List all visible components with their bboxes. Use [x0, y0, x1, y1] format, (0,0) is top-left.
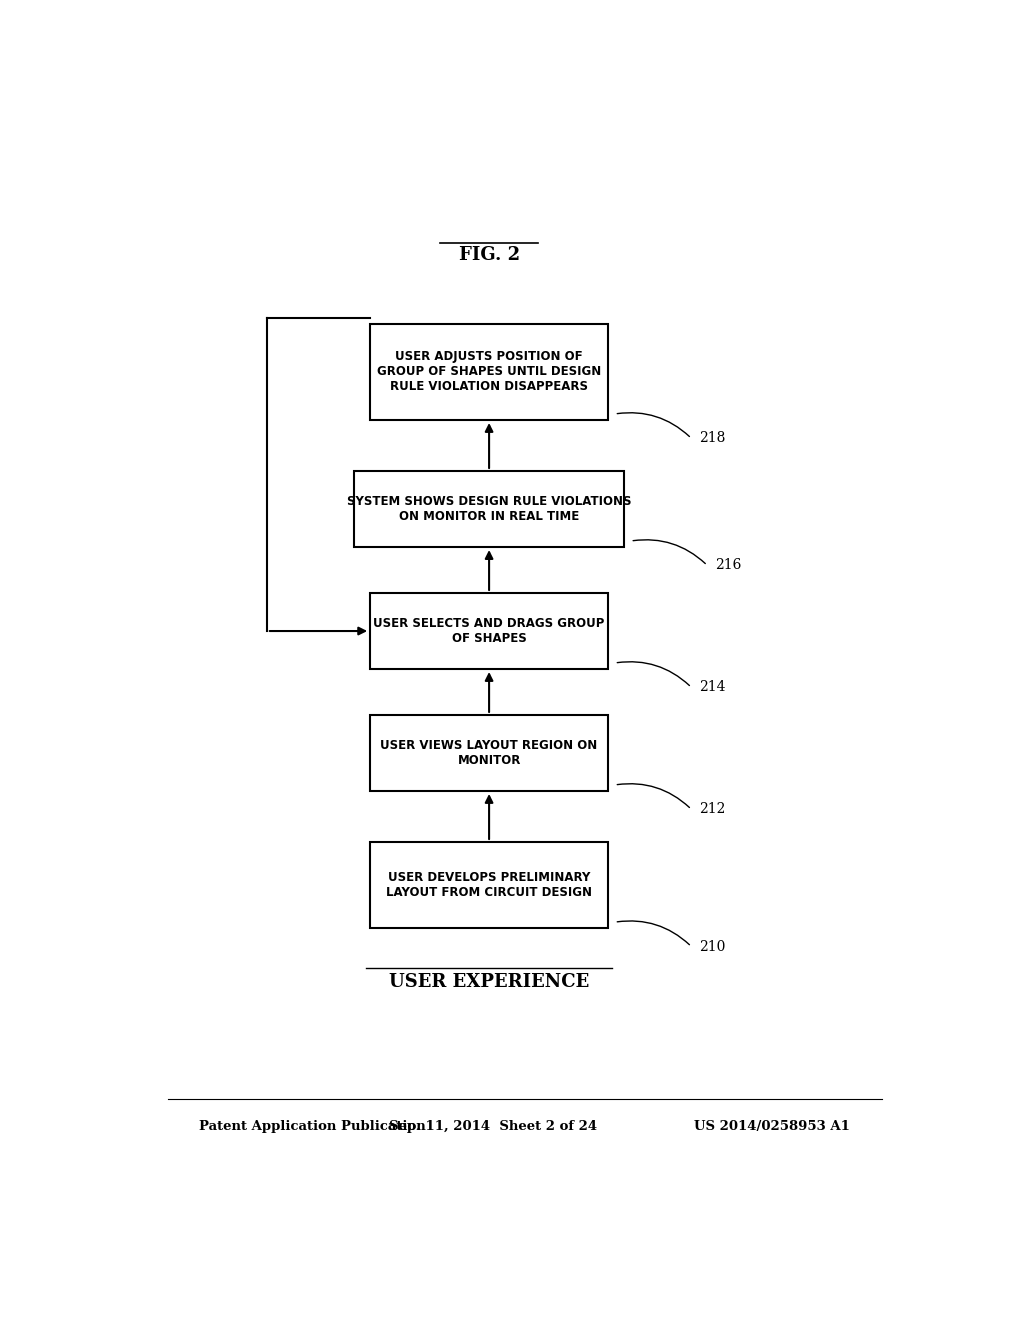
Text: FIG. 2: FIG. 2	[459, 246, 519, 264]
Text: USER ADJUSTS POSITION OF
GROUP OF SHAPES UNTIL DESIGN
RULE VIOLATION DISAPPEARS: USER ADJUSTS POSITION OF GROUP OF SHAPES…	[377, 350, 601, 393]
Text: Sep. 11, 2014  Sheet 2 of 24: Sep. 11, 2014 Sheet 2 of 24	[389, 1119, 597, 1133]
Text: SYSTEM SHOWS DESIGN RULE VIOLATIONS
ON MONITOR IN REAL TIME: SYSTEM SHOWS DESIGN RULE VIOLATIONS ON M…	[347, 495, 632, 523]
Bar	[354, 471, 624, 548]
Text: US 2014/0258953 A1: US 2014/0258953 A1	[694, 1119, 850, 1133]
Text: 214: 214	[699, 680, 726, 694]
Text: USER DEVELOPS PRELIMINARY
LAYOUT FROM CIRCUIT DESIGN: USER DEVELOPS PRELIMINARY LAYOUT FROM CI…	[386, 871, 592, 899]
Text: Patent Application Publication: Patent Application Publication	[200, 1119, 426, 1133]
Text: 216: 216	[715, 558, 741, 573]
Text: 212: 212	[699, 803, 726, 816]
Text: USER SELECTS AND DRAGS GROUP
OF SHAPES: USER SELECTS AND DRAGS GROUP OF SHAPES	[374, 616, 605, 645]
Bar	[370, 323, 608, 420]
Bar	[370, 715, 608, 791]
Bar	[370, 842, 608, 928]
Text: USER EXPERIENCE: USER EXPERIENCE	[389, 973, 589, 991]
Bar	[370, 593, 608, 669]
Text: 210: 210	[699, 940, 726, 953]
Text: 218: 218	[699, 432, 726, 445]
Text: USER VIEWS LAYOUT REGION ON
MONITOR: USER VIEWS LAYOUT REGION ON MONITOR	[381, 739, 598, 767]
